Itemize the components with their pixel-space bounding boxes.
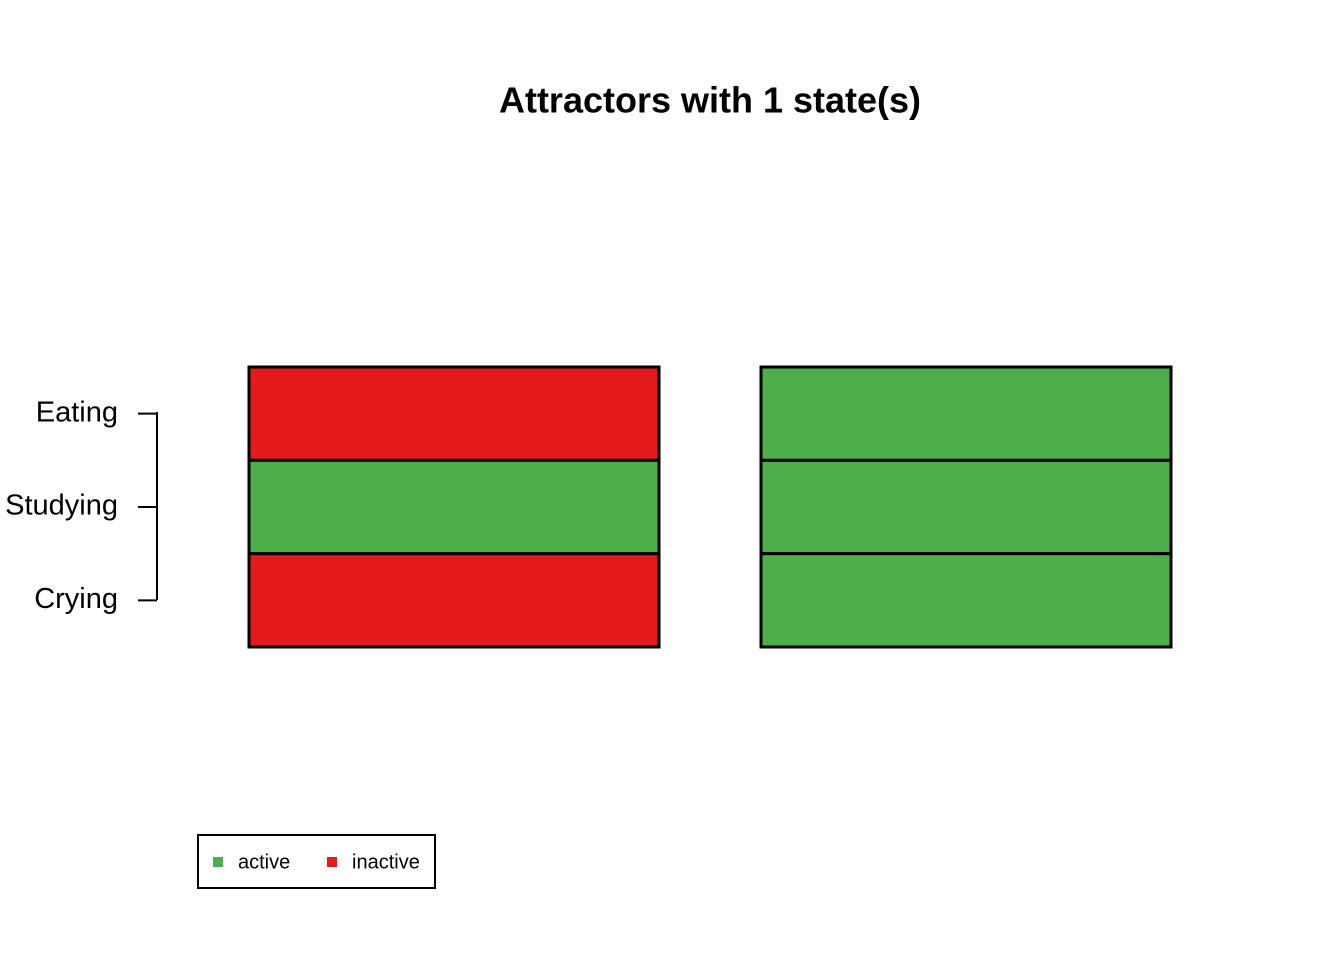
y-tick-label: Eating bbox=[36, 396, 118, 428]
state-cell bbox=[247, 552, 661, 649]
y-tick-label: Studying bbox=[5, 490, 118, 522]
legend-label: inactive bbox=[352, 851, 420, 873]
state-cell bbox=[247, 365, 661, 462]
state-cell bbox=[247, 458, 661, 556]
state-cell bbox=[759, 365, 1173, 462]
state-cell bbox=[759, 458, 1173, 556]
legend-swatch bbox=[213, 857, 223, 867]
chart-title: Attractors with 1 state(s) bbox=[499, 80, 921, 121]
legend-swatch bbox=[327, 857, 337, 867]
state-cell bbox=[759, 552, 1173, 649]
y-tick-label: Crying bbox=[34, 583, 118, 615]
legend-box bbox=[197, 834, 436, 889]
legend-label: active bbox=[238, 851, 290, 873]
